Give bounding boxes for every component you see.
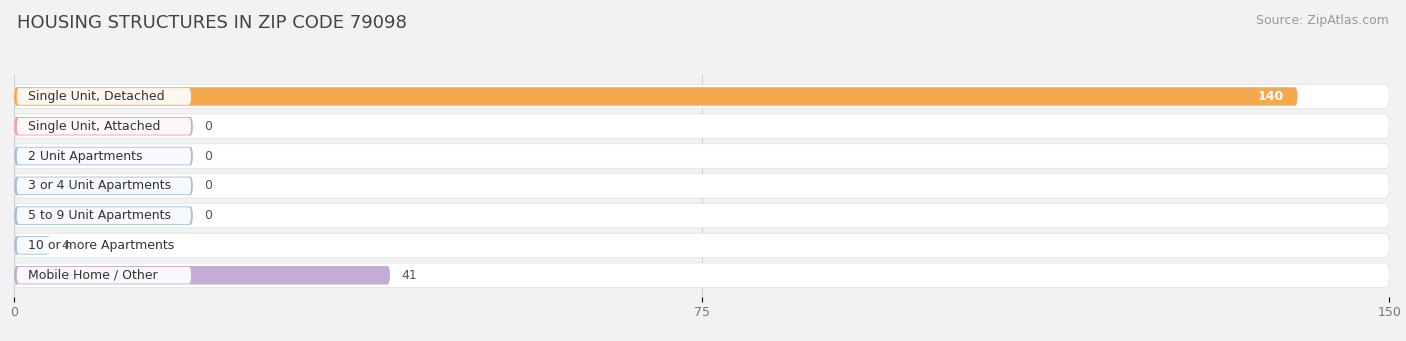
Text: 0: 0 — [204, 120, 212, 133]
Text: 140: 140 — [1257, 90, 1284, 103]
FancyBboxPatch shape — [14, 84, 1389, 109]
FancyBboxPatch shape — [14, 204, 1389, 228]
Text: 0: 0 — [204, 209, 212, 222]
Text: 5 to 9 Unit Apartments: 5 to 9 Unit Apartments — [28, 209, 170, 222]
Text: 2 Unit Apartments: 2 Unit Apartments — [28, 150, 142, 163]
Text: Single Unit, Detached: Single Unit, Detached — [28, 90, 165, 103]
FancyBboxPatch shape — [17, 178, 191, 194]
FancyBboxPatch shape — [17, 88, 191, 105]
Text: 0: 0 — [204, 150, 212, 163]
FancyBboxPatch shape — [17, 207, 191, 224]
FancyBboxPatch shape — [14, 266, 389, 284]
FancyBboxPatch shape — [14, 177, 193, 195]
Text: 41: 41 — [401, 269, 416, 282]
Text: Mobile Home / Other: Mobile Home / Other — [28, 269, 157, 282]
FancyBboxPatch shape — [14, 233, 1389, 258]
FancyBboxPatch shape — [17, 148, 191, 164]
Text: 3 or 4 Unit Apartments: 3 or 4 Unit Apartments — [28, 179, 172, 192]
Text: 10 or more Apartments: 10 or more Apartments — [28, 239, 174, 252]
FancyBboxPatch shape — [14, 147, 193, 165]
FancyBboxPatch shape — [14, 117, 193, 135]
Text: HOUSING STRUCTURES IN ZIP CODE 79098: HOUSING STRUCTURES IN ZIP CODE 79098 — [17, 14, 406, 32]
FancyBboxPatch shape — [17, 267, 191, 284]
FancyBboxPatch shape — [14, 206, 193, 225]
FancyBboxPatch shape — [17, 118, 191, 135]
FancyBboxPatch shape — [14, 144, 1389, 168]
FancyBboxPatch shape — [17, 237, 191, 254]
FancyBboxPatch shape — [14, 236, 51, 255]
Text: 0: 0 — [204, 179, 212, 192]
FancyBboxPatch shape — [14, 114, 1389, 138]
FancyBboxPatch shape — [14, 174, 1389, 198]
FancyBboxPatch shape — [14, 87, 1298, 106]
FancyBboxPatch shape — [14, 263, 1389, 287]
Text: Single Unit, Attached: Single Unit, Attached — [28, 120, 160, 133]
Text: Source: ZipAtlas.com: Source: ZipAtlas.com — [1256, 14, 1389, 27]
Text: 4: 4 — [62, 239, 70, 252]
